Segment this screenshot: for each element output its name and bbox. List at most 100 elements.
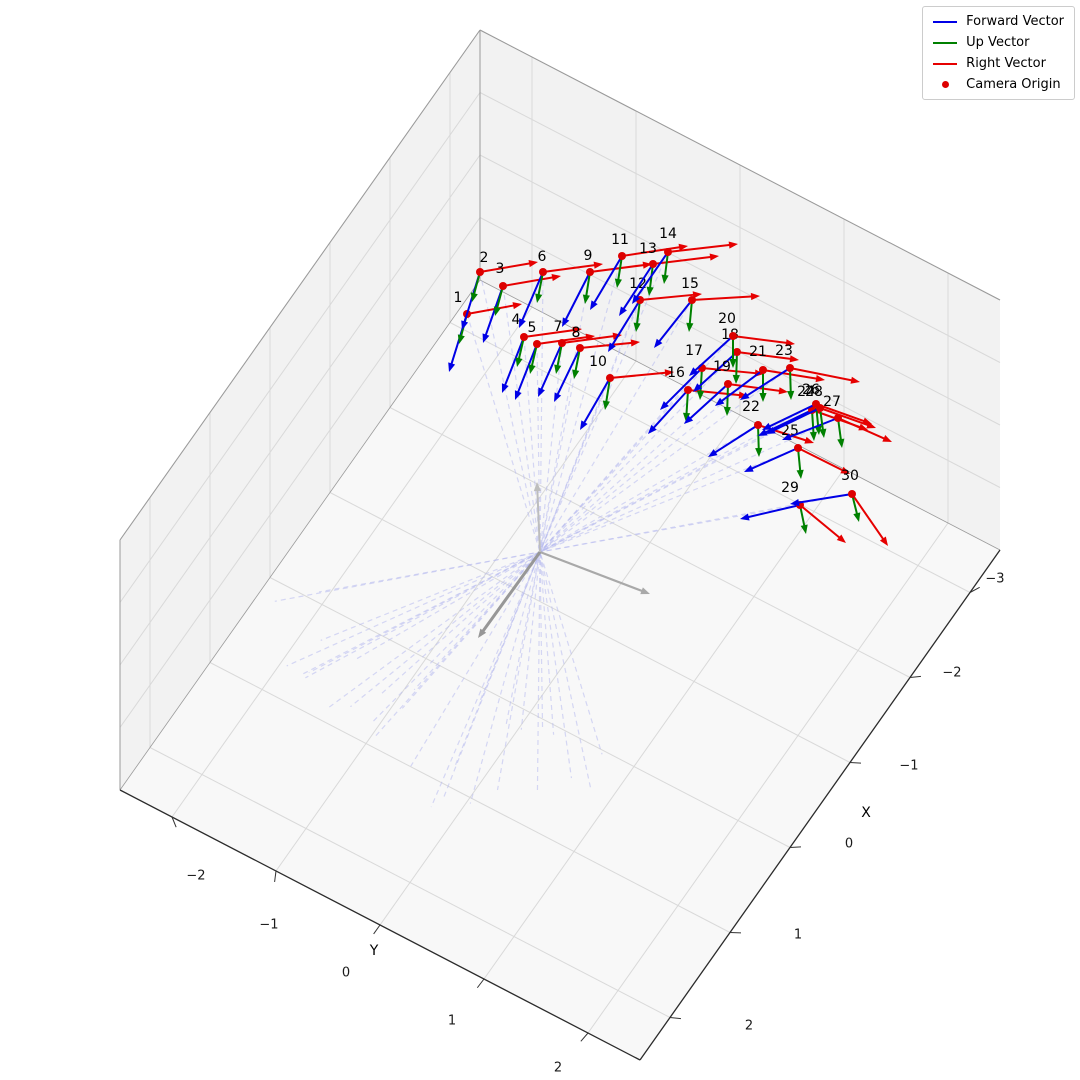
camera-index-label: 3 — [496, 261, 505, 277]
camera-pose-6: 6 — [519, 249, 603, 328]
camera-index-label: 22 — [742, 399, 760, 415]
camera-poses: 1234567891011121314151617181920212223242… — [448, 226, 892, 546]
camera-pose-8: 8 — [554, 325, 640, 402]
camera-origin-marker — [754, 421, 762, 429]
camera-origin-marker — [539, 268, 547, 276]
grid-lines — [119, 29, 1001, 1034]
camera-origin-marker — [664, 248, 672, 256]
camera-pose-4: 4 — [501, 312, 582, 393]
forward-vector-line-icon — [932, 20, 958, 23]
svg-text:2: 2 — [554, 1061, 562, 1076]
camera-origin-dot-icon — [932, 81, 958, 88]
camera-pose-20: 20 — [689, 311, 795, 376]
camera-origin-marker — [684, 386, 692, 394]
camera-pose-27: 27 — [782, 394, 892, 448]
camera-index-label: 28 — [805, 384, 823, 400]
camera-origin-marker — [786, 364, 794, 372]
camera-index-label: 29 — [781, 480, 799, 496]
camera-index-label: 24 — [797, 384, 815, 400]
camera-index-label: 17 — [685, 343, 703, 359]
camera-index-label: 9 — [584, 248, 593, 264]
camera-index-label: 20 — [718, 311, 736, 327]
legend-item-camera-origin: Camera Origin — [932, 77, 1064, 92]
svg-text:0: 0 — [845, 837, 853, 852]
legend-label: Right Vector — [966, 56, 1046, 71]
world-axes-arrows — [478, 482, 650, 638]
camera-index-label: 4 — [512, 312, 521, 328]
camera-index-label: 13 — [639, 241, 657, 257]
camera-origin-marker — [848, 490, 856, 498]
camera-pose-15: 15 — [654, 276, 760, 348]
camera-pose-14: 14 — [632, 226, 738, 304]
svg-text:−1: −1 — [259, 918, 278, 933]
camera-pose-2: 2 — [461, 250, 538, 330]
camera-index-label: 2 — [480, 250, 489, 266]
world-x-arrow — [539, 550, 650, 595]
camera-pose-28: 28 — [766, 384, 876, 438]
camera-origin-marker — [558, 339, 566, 347]
svg-text:1: 1 — [448, 1014, 456, 1029]
camera-origin-marker — [499, 282, 507, 290]
svg-text:−3: −3 — [985, 572, 1004, 587]
svg-text:0: 0 — [342, 966, 350, 981]
legend-label: Up Vector — [966, 35, 1030, 50]
camera-pose-10: 10 — [580, 354, 674, 430]
camera-pose-21: 21 — [715, 344, 825, 406]
camera-origin-marker — [533, 340, 541, 348]
camera-index-label: 1 — [454, 290, 463, 306]
svg-text:2: 2 — [745, 1019, 753, 1034]
camera-origin-marker — [733, 348, 741, 356]
camera-origin-marker — [576, 344, 584, 352]
camera-index-label: 14 — [659, 226, 677, 242]
camera-pose-7: 7 — [538, 319, 622, 397]
legend-item-up-vector: Up Vector — [932, 35, 1064, 50]
up-vector-line-icon — [932, 41, 958, 44]
right-vector-line-icon — [932, 62, 958, 65]
camera-origin-marker — [729, 332, 737, 340]
legend-label: Forward Vector — [966, 14, 1064, 29]
camera-origin-marker — [724, 380, 732, 388]
view-rays — [274, 251, 853, 808]
camera-index-label: 15 — [681, 276, 699, 292]
camera-pose-11: 11 — [590, 232, 688, 310]
camera-index-label: 6 — [538, 249, 547, 265]
camera-pose-30: 30 — [790, 468, 888, 546]
camera-pose-17: 17 — [660, 343, 764, 410]
camera-index-label: 21 — [749, 344, 767, 360]
camera-index-label: 16 — [667, 365, 685, 381]
camera-pose-16: 16 — [648, 365, 748, 434]
camera-pose-23: 23 — [740, 343, 860, 400]
camera-origin-marker — [606, 374, 614, 382]
svg-text:X: X — [861, 805, 871, 821]
camera-pose-19: 19 — [684, 359, 788, 424]
camera-origin-marker — [816, 404, 824, 412]
axes-panes — [120, 30, 1000, 1060]
svg-text:−1: −1 — [899, 759, 918, 774]
legend-item-forward-vector: Forward Vector — [932, 14, 1064, 29]
camera-origin-marker — [520, 333, 528, 341]
camera-pose-22: 22 — [708, 399, 814, 457]
svg-text:−2: −2 — [186, 869, 205, 884]
camera-pose-26: 26 — [762, 382, 872, 435]
camera-index-label: 27 — [823, 394, 841, 410]
camera-pose-25: 25 — [744, 423, 850, 479]
camera-index-label: 23 — [775, 343, 793, 359]
camera-origin-marker — [649, 260, 657, 268]
camera-pose-3: 3 — [482, 261, 561, 343]
camera-origin-marker — [586, 268, 594, 276]
camera-origin-marker — [618, 252, 626, 260]
camera-origin-marker — [688, 296, 696, 304]
legend: Forward Vector Up Vector Right Vector Ca… — [922, 6, 1075, 100]
camera-pose-9: 9 — [562, 248, 652, 327]
svg-text:Y: Y — [369, 943, 379, 959]
camera-origin-marker — [476, 268, 484, 276]
camera-index-label: 10 — [589, 354, 607, 370]
world-z-arrow — [533, 482, 541, 553]
camera-index-label: 5 — [528, 320, 537, 336]
camera-index-label: 11 — [611, 232, 629, 248]
axis-ticks-and-labels: −3 −2 −1 0 1 2 X −2 −1 0 1 2 Y — [171, 572, 1005, 1076]
camera-index-label: 30 — [841, 468, 859, 484]
